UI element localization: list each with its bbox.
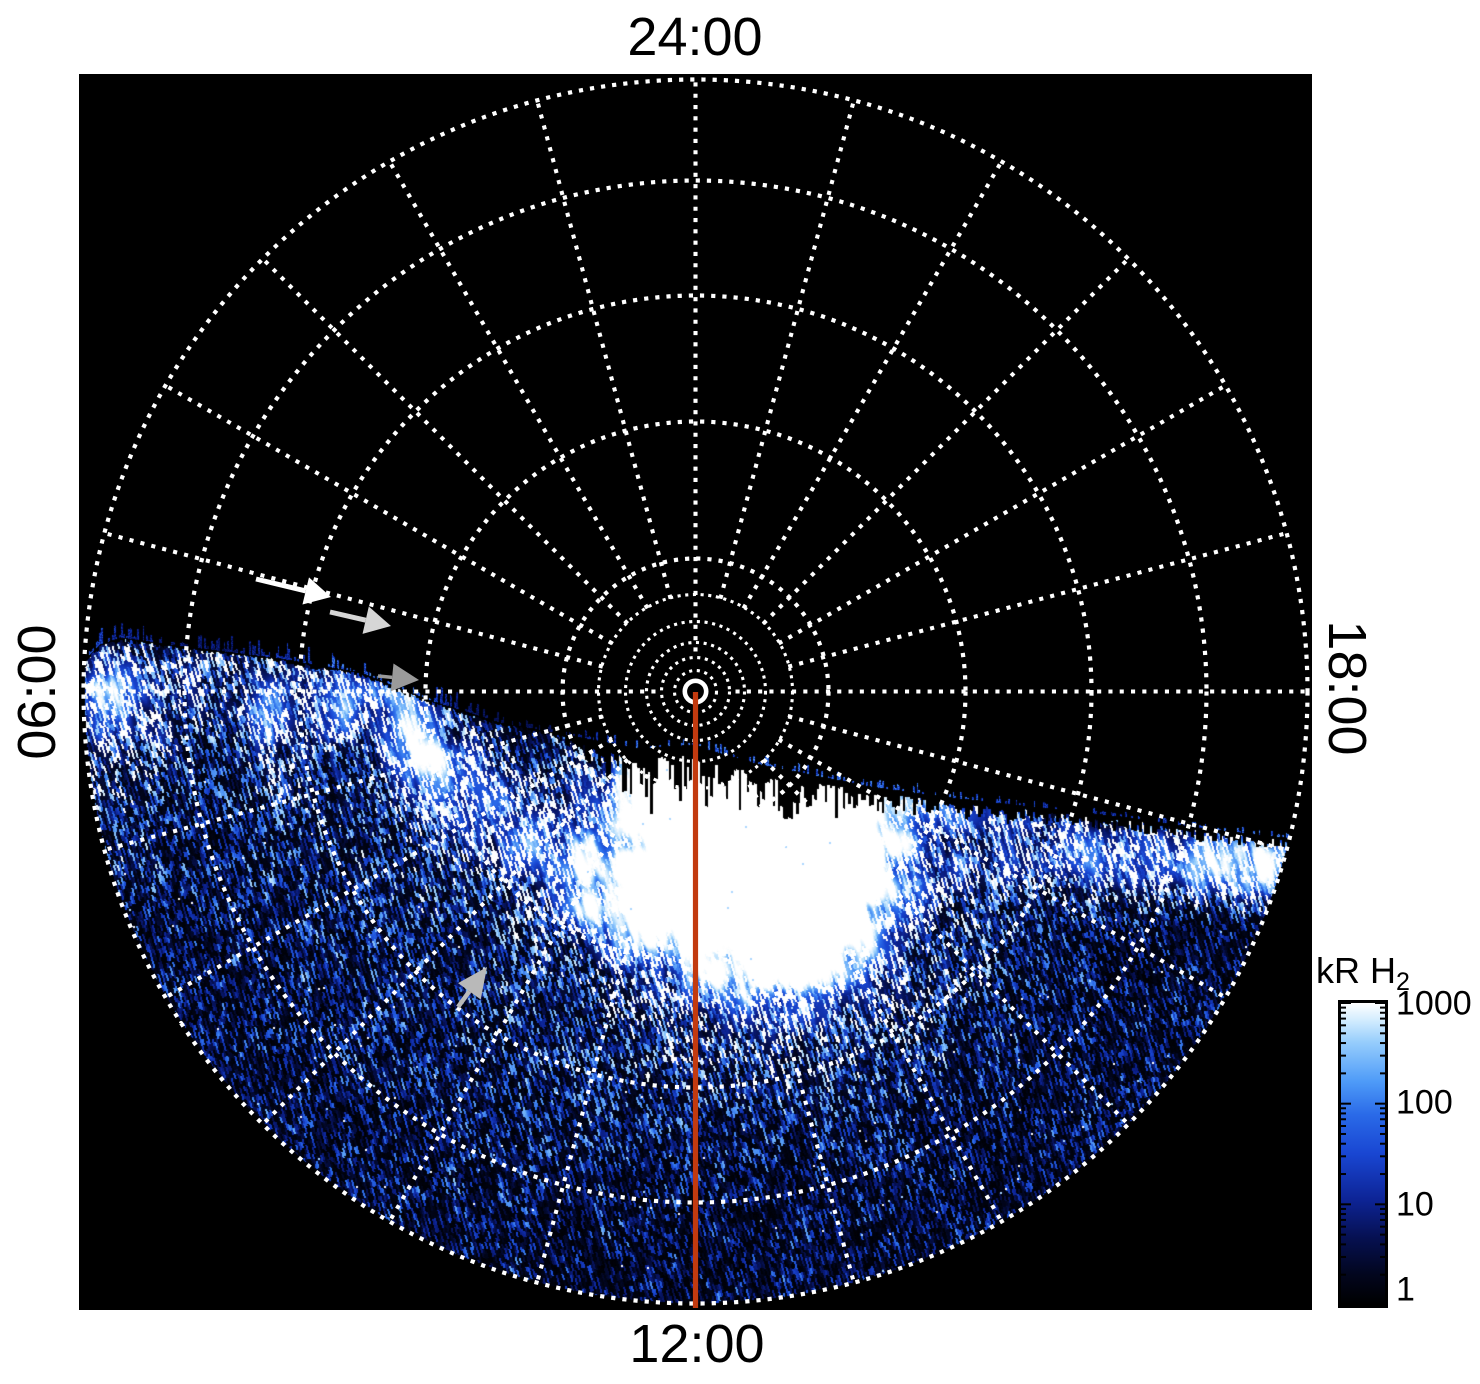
- colorbar-tick-label: 1: [1396, 1270, 1415, 1309]
- colorbar-title-subscript: 2: [1396, 968, 1410, 996]
- hour-label-1200: 12:00: [629, 1314, 765, 1374]
- colorbar-title: kR H2: [1316, 950, 1410, 996]
- colorbar-tick-label: 10: [1396, 1185, 1434, 1224]
- colorbar-ticks: [1341, 1002, 1385, 1305]
- hour-label-1800: 18:00: [1317, 620, 1377, 756]
- colorbar-tick-label: 1000: [1396, 984, 1472, 1023]
- colorbar: [1338, 1000, 1388, 1308]
- hour-label-2400: 24:00: [627, 7, 763, 67]
- hour-label-0600: 06:00: [7, 624, 67, 760]
- colorbar-tick-label: 100: [1396, 1083, 1453, 1122]
